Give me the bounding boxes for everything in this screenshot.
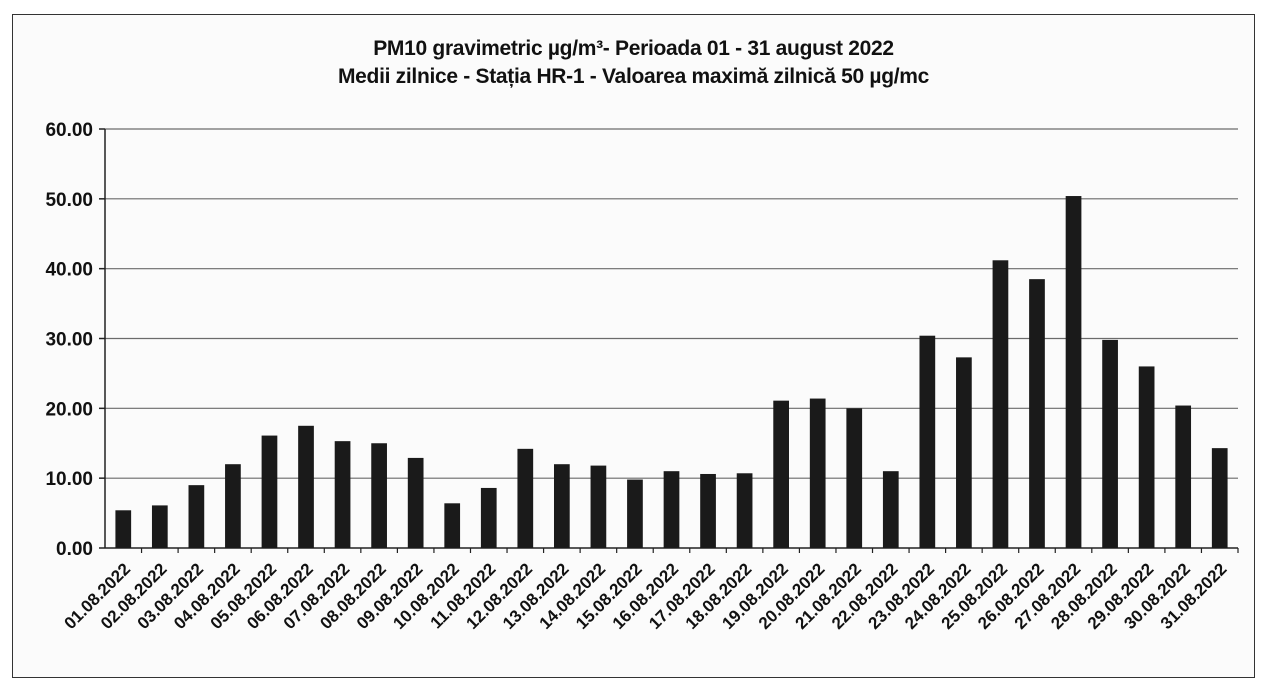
bar (1029, 279, 1045, 548)
bar (371, 443, 387, 548)
bar (407, 457, 424, 548)
bar (736, 473, 753, 548)
bar (882, 471, 899, 548)
bar (188, 485, 205, 548)
bar (517, 448, 534, 548)
bar (151, 505, 168, 548)
y-tick-label: 50.00 (45, 190, 93, 211)
y-tick-label: 0.00 (56, 539, 93, 560)
bar (700, 473, 716, 548)
y-tick-label: 40.00 (45, 260, 93, 281)
bar (663, 471, 680, 548)
bar (1065, 196, 1082, 549)
bar (846, 408, 863, 548)
bar (956, 357, 972, 548)
y-tick-label: 60.00 (45, 120, 93, 141)
bar (627, 479, 643, 548)
bar (992, 260, 1009, 548)
y-tick-label: 10.00 (45, 469, 93, 490)
y-tick-label: 30.00 (45, 330, 93, 351)
chart-frame: PM10 gravimetric µg/m³- Perioada 01 - 31… (12, 14, 1255, 678)
bar (334, 441, 351, 548)
bar (590, 465, 607, 548)
bar (1211, 448, 1228, 548)
bar (480, 487, 497, 548)
bar (261, 435, 278, 548)
bar (225, 464, 241, 548)
bar (444, 503, 461, 548)
bar (115, 510, 132, 548)
chart-subtitle: Medii zilnice - Stația HR-1 - Valoarea m… (337, 65, 930, 88)
bar (809, 398, 826, 548)
chart-title: PM10 gravimetric µg/m³- Perioada 01 - 31… (373, 37, 894, 60)
y-tick-label: 20.00 (45, 399, 93, 420)
bar (1102, 339, 1118, 548)
bar (773, 400, 790, 548)
bar (298, 425, 314, 548)
bar (919, 335, 936, 548)
bar (1175, 405, 1192, 548)
bar (553, 464, 570, 548)
bar (1138, 366, 1155, 548)
